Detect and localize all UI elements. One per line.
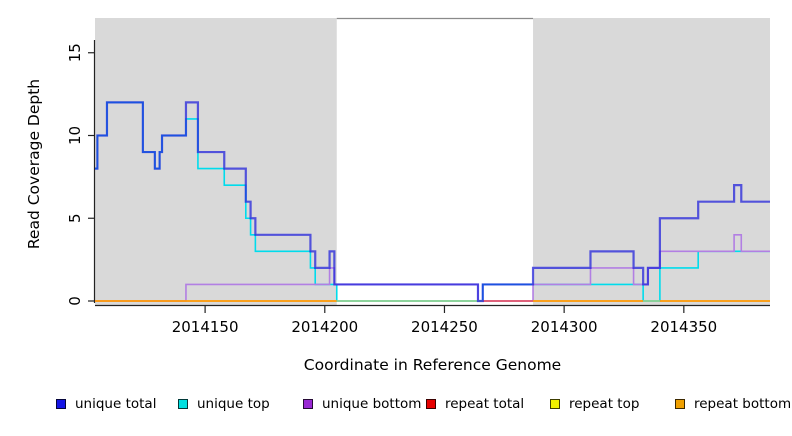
white-band	[336, 18, 534, 306]
x-tick-label: 2014200	[291, 318, 358, 336]
legend-item-repeat-total: repeat total	[426, 394, 524, 414]
y-tick-label: 0	[66, 296, 84, 306]
x-axis-label: Coordinate in Reference Genome	[303, 356, 562, 374]
legend-label: unique bottom	[322, 396, 422, 412]
unique-bottom-line	[95, 234, 770, 302]
repeat-total-swatch-icon	[426, 399, 436, 409]
legend-item-repeat-top: repeat top	[550, 394, 639, 414]
unique-top-swatch-icon	[178, 399, 188, 409]
y-axis-label: Read Coverage Depth	[25, 78, 43, 250]
axes	[93, 40, 770, 307]
legend: unique total unique top unique bottom re…	[0, 394, 792, 416]
y-tick-label: 10	[66, 126, 84, 145]
legend-item-unique-top: unique top	[178, 394, 270, 414]
x-tick-label: 2014300	[531, 318, 598, 336]
y-tick-label: 5	[66, 213, 84, 223]
legend-label: repeat bottom	[694, 396, 792, 412]
legend-item-unique-total: unique total	[56, 394, 156, 414]
x-tick-label: 2014150	[172, 318, 239, 336]
legend-label: repeat top	[569, 396, 640, 412]
x-tick-label: 2014250	[411, 318, 478, 336]
legend-label: unique top	[197, 396, 270, 412]
repeat-top-swatch-icon	[550, 399, 560, 409]
repeat-bottom-swatch-icon	[675, 399, 685, 409]
y-tick-label: 15	[66, 43, 84, 62]
legend-label: repeat total	[445, 396, 525, 412]
unique-total-line	[95, 101, 770, 303]
legend-label: unique total	[75, 396, 157, 412]
x-tick-label: 2014350	[650, 318, 717, 336]
unique-bottom-swatch-icon	[303, 399, 313, 409]
legend-item-repeat-bottom: repeat bottom	[675, 394, 791, 414]
legend-item-unique-bottom: unique bottom	[303, 394, 421, 414]
unique-total-swatch-icon	[56, 399, 66, 409]
